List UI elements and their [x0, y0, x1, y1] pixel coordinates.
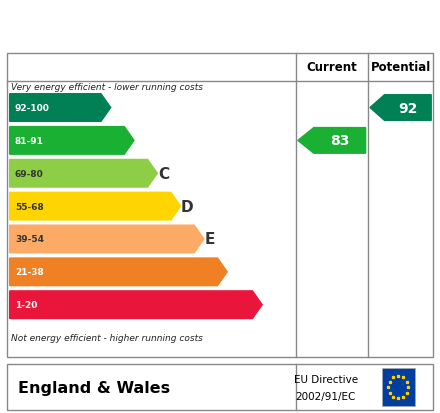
Text: D: D [180, 199, 193, 214]
FancyArrow shape [298, 128, 366, 154]
Text: 39-54: 39-54 [15, 235, 44, 244]
Text: F: F [228, 265, 238, 280]
Text: Energy Efficiency Rating: Energy Efficiency Rating [13, 14, 301, 34]
Text: 55-68: 55-68 [15, 202, 44, 211]
Bar [7, 365, 433, 410]
Text: Not energy efficient - higher running costs: Not energy efficient - higher running co… [11, 333, 203, 342]
FancyArrow shape [10, 127, 134, 155]
Text: E: E [205, 232, 215, 247]
Text: B: B [134, 133, 146, 149]
Text: EU Directive: EU Directive [293, 375, 358, 385]
FancyArrow shape [370, 95, 431, 121]
Text: 69-80: 69-80 [15, 169, 44, 178]
Text: 92-100: 92-100 [15, 104, 50, 113]
Text: 92: 92 [398, 101, 418, 115]
Text: 83: 83 [330, 134, 349, 148]
Text: Potential: Potential [370, 61, 431, 74]
FancyArrow shape [10, 259, 227, 286]
FancyArrow shape [10, 193, 180, 221]
Text: 81-91: 81-91 [15, 137, 44, 145]
Text: A: A [111, 101, 123, 116]
FancyArrow shape [10, 160, 157, 188]
FancyArrow shape [10, 95, 111, 122]
Text: Very energy efficient - lower running costs: Very energy efficient - lower running co… [11, 83, 203, 92]
Text: Current: Current [306, 61, 357, 74]
Text: 21-38: 21-38 [15, 268, 44, 277]
Text: England & Wales: England & Wales [18, 380, 170, 395]
Text: C: C [158, 166, 169, 181]
Text: G: G [262, 297, 275, 313]
FancyArrow shape [10, 225, 204, 253]
Text: 2002/91/EC: 2002/91/EC [295, 392, 356, 401]
Text: 1-20: 1-20 [15, 301, 37, 309]
FancyArrow shape [10, 291, 262, 319]
Bar [382, 369, 414, 406]
